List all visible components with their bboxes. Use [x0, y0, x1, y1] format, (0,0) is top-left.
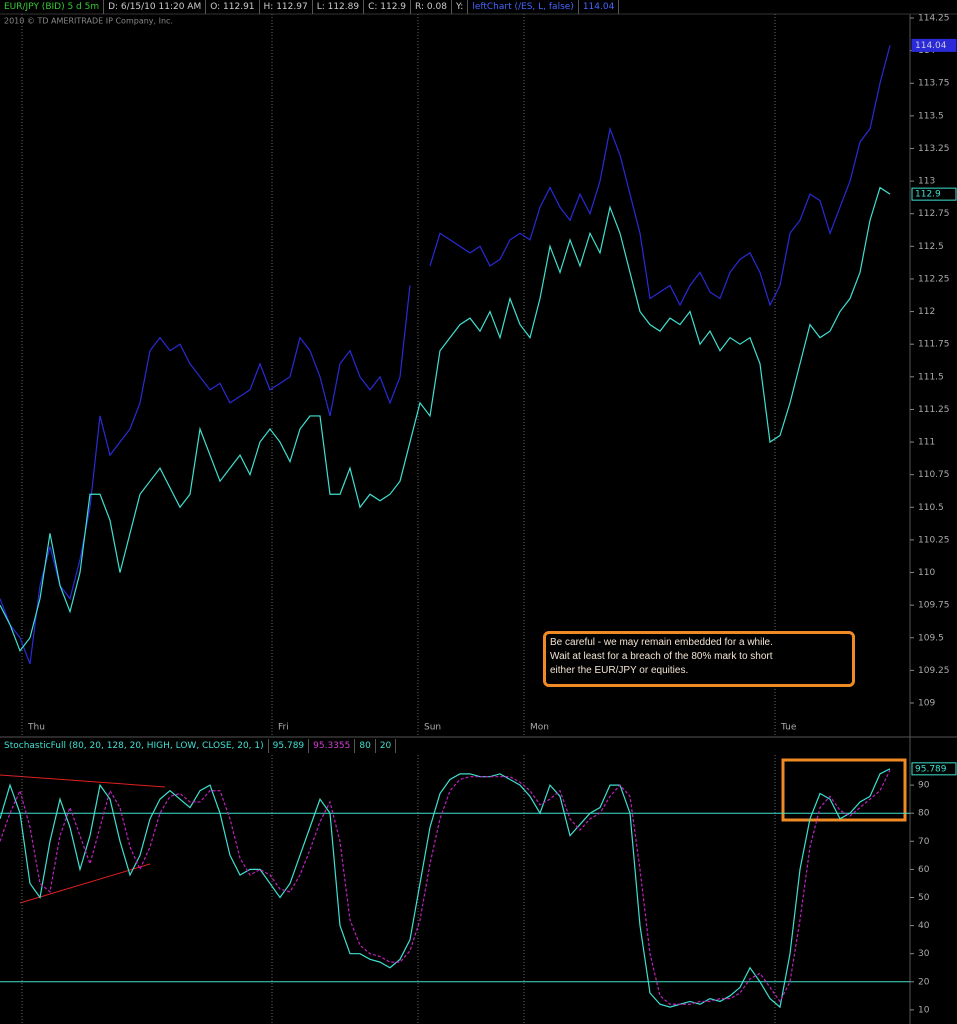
y-tick-label: 110 [918, 568, 935, 578]
last-value-label: 112.9 [915, 190, 941, 200]
annotation-line: Be careful - we may remain embedded for … [550, 637, 773, 648]
series-line [0, 769, 891, 1005]
annotation-line: either the EUR/JPY or equities. [550, 665, 689, 676]
x-tick-label: Sun [424, 723, 441, 733]
study-k-value: 95.789 [269, 739, 310, 753]
header-field: Y: [452, 0, 469, 14]
study-d-value: 95.3355 [309, 739, 356, 753]
header-field: leftChart (/ES, L, false) [468, 0, 579, 14]
y-tick-label: 30 [918, 949, 930, 959]
y-tick-label: 112.75 [918, 209, 950, 219]
y-tick-label: 90 [918, 781, 930, 791]
header-field: O: 112.91 [206, 0, 260, 14]
y-tick-label: 112.5 [918, 242, 944, 252]
y-tick-label: 40 [918, 921, 930, 931]
copyright: 2010 © TD AMERITRADE IP Company, Inc. [4, 17, 173, 26]
y-tick-label: 111.25 [918, 405, 950, 415]
last-value-label: 114.04 [915, 41, 947, 51]
y-tick-label: 112.25 [918, 274, 950, 284]
y-tick-label: 113.75 [918, 79, 950, 89]
series-line [0, 45, 891, 665]
y-tick-label: 114.25 [918, 14, 950, 24]
x-tick-label: Tue [780, 723, 797, 733]
y-tick-label: 111.75 [918, 340, 950, 350]
y-tick-label: 111.5 [918, 372, 944, 382]
y-tick-label: 70 [918, 837, 930, 847]
y-tick-label: 110.75 [918, 470, 950, 480]
y-tick-label: 20 [918, 977, 930, 987]
x-tick-label: Fri [278, 723, 289, 733]
highlight-box [781, 758, 907, 822]
y-tick-label: 113.5 [918, 111, 944, 121]
y-tick-label: 110.25 [918, 535, 950, 545]
y-tick-label: 113 [918, 177, 935, 187]
y-tick-label: 109.25 [918, 666, 950, 676]
header-field: C: 112.9 [364, 0, 412, 14]
price-header: EUR/JPY (BID) 5 d 5m D: 6/15/10 11:20 AM O… [0, 0, 620, 14]
series-line [0, 186, 891, 653]
annotation: Be careful - we may remain embedded for … [543, 631, 855, 687]
trendline [0, 774, 166, 788]
y-tick-label: 109 [918, 699, 935, 709]
y-tick-label: 50 [918, 893, 930, 903]
study-upper-level: 80 [355, 739, 376, 753]
y-tick-label: 111 [918, 438, 935, 448]
last-value-tag [911, 187, 957, 201]
annotation-line: Wait at least for a breach of the 80% ma… [550, 651, 773, 662]
x-tick-label: Thu [27, 723, 45, 733]
header-field: EUR/JPY (BID) 5 d 5m [0, 0, 105, 14]
x-tick-label: Mon [530, 723, 549, 733]
header-field: L: 112.89 [313, 0, 365, 14]
y-tick-label: 112 [918, 307, 935, 317]
study-header: StochasticFull (80, 20, 128, 20, HIGH, L… [0, 739, 397, 753]
last-value-tag [911, 38, 957, 52]
y-tick-label: 80 [918, 809, 930, 819]
y-tick-label: 109.5 [918, 633, 944, 643]
study-title: StochasticFull (80, 20, 128, 20, HIGH, L… [0, 739, 269, 753]
y-tick-label: 113.25 [918, 144, 950, 154]
y-tick-label: 109.75 [918, 601, 950, 611]
y-tick-label: 10 [918, 1005, 930, 1015]
header-field: H: 112.97 [260, 0, 313, 14]
series-line [0, 768, 891, 1009]
header-field: R: 0.08 [411, 0, 452, 14]
last-value-tag [911, 762, 957, 776]
header-field: 114.04 [579, 0, 620, 14]
y-tick-label: 110.5 [918, 503, 944, 513]
study-lower-level: 20 [376, 739, 397, 753]
y-tick-label: 60 [918, 865, 930, 875]
last-value-label: 95.789 [915, 764, 947, 774]
header-field: D: 6/15/10 11:20 AM [104, 0, 207, 14]
